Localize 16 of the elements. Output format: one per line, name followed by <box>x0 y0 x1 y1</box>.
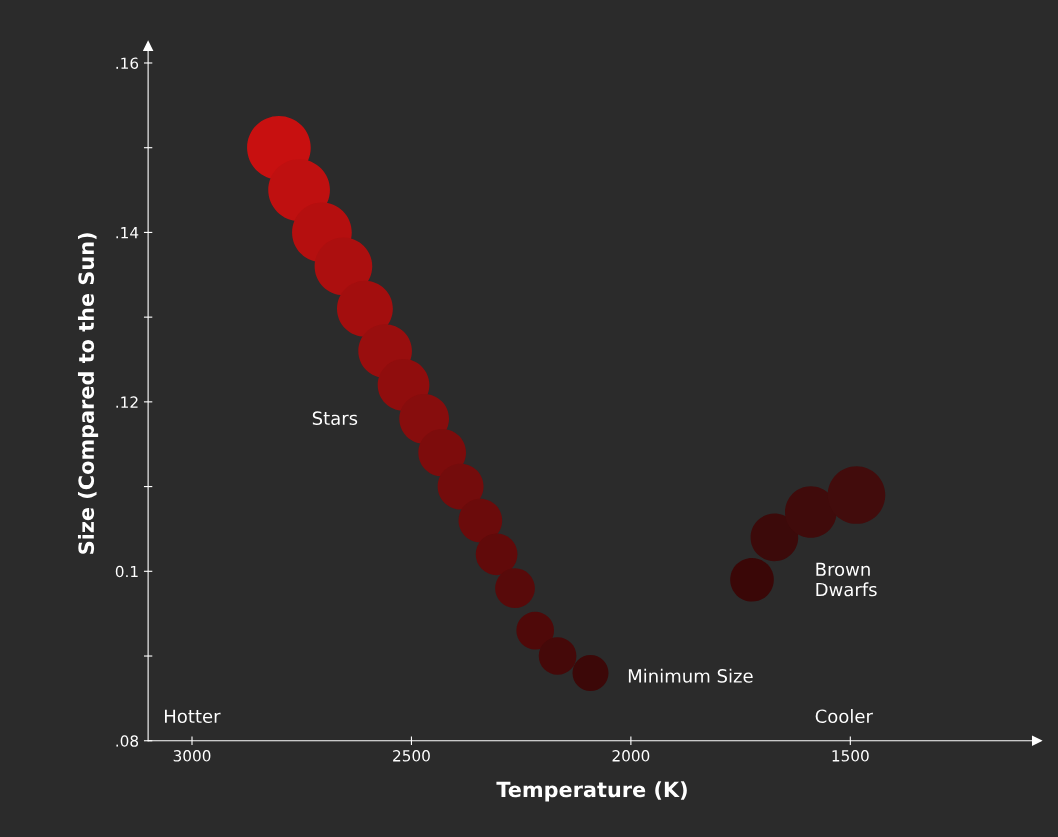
x-axis-title: Temperature (K) <box>496 781 687 802</box>
y-tick-label: 0.1 <box>115 565 138 578</box>
x-tick-label: 2000 <box>612 750 650 762</box>
y-tick-label: .16 <box>116 57 139 69</box>
y-tick-label: .12 <box>116 396 138 408</box>
annotation: Brown Dwarfs <box>816 562 877 597</box>
y-tick-label: .14 <box>116 227 139 239</box>
annotation: Hotter <box>165 709 221 724</box>
y-axis-title: Size (Compared to the Sun) <box>77 233 99 554</box>
annotation: Minimum Size <box>628 668 753 683</box>
annotation: Cooler <box>815 709 873 724</box>
x-tick-label: 2500 <box>393 750 430 762</box>
x-tick-label: 1500 <box>832 750 869 762</box>
annotation: Stars <box>312 411 358 426</box>
x-tick-label: 3000 <box>173 750 211 762</box>
y-tick-label: .08 <box>116 735 139 747</box>
